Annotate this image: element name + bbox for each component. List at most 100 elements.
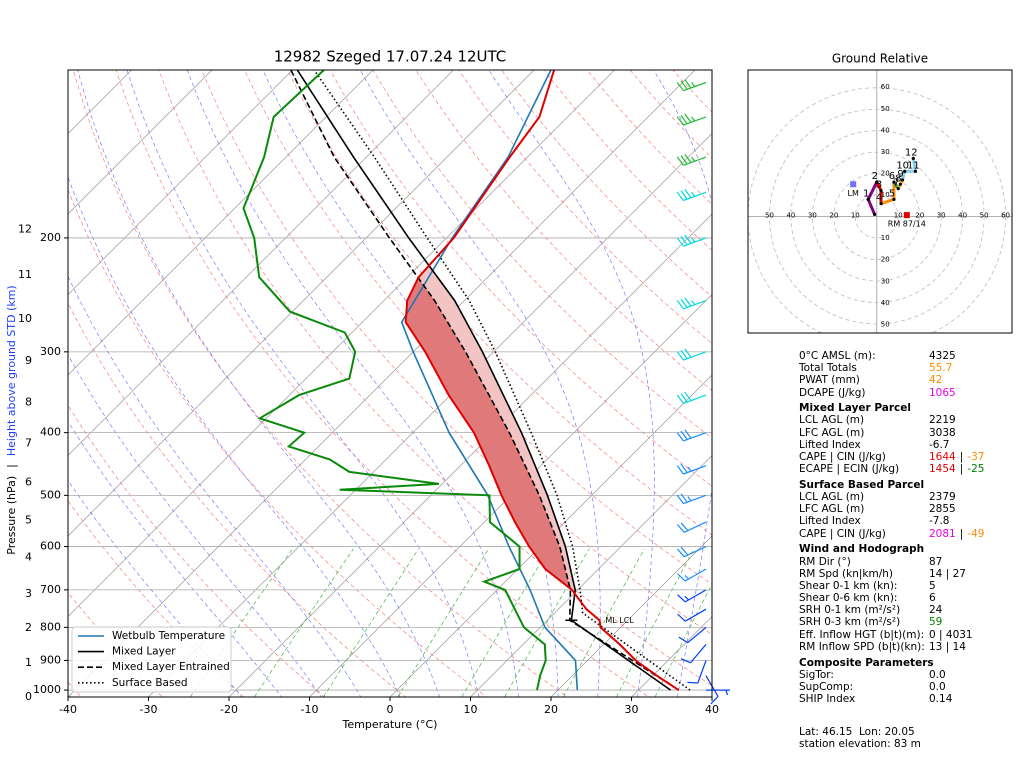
parameter-label: LFC AGL (m) <box>799 426 865 439</box>
parameter-label: SHIP Index <box>799 693 856 706</box>
isotherm <box>68 70 374 376</box>
parameter-value-group: 5 <box>929 580 936 592</box>
hodo-ring-label: 40 <box>786 212 795 220</box>
x-tick-label: 20 <box>544 703 558 716</box>
y-axis-label: Pressure (hPa) | Height above ground STD (… <box>5 285 18 554</box>
dry-adiabat <box>73 70 569 697</box>
parameter-value: -7.8 <box>929 515 950 528</box>
parameter-value: 24 <box>929 604 943 617</box>
parameter-value: 2379 <box>929 491 956 504</box>
wind-barb <box>676 546 707 558</box>
hodo-point <box>879 202 883 206</box>
dry-adiabat <box>68 592 163 697</box>
section-title: Mixed Layer Parcel <box>799 402 911 415</box>
hodo-height-label: 4 <box>876 193 882 204</box>
parameter-value-group: 0.0 <box>929 669 946 681</box>
parameter-value: 2081 <box>929 527 956 540</box>
hodo-ring-label: 50 <box>765 212 774 220</box>
hodo-height-label: 1 <box>863 188 869 199</box>
mixing-ratio-line <box>323 548 419 697</box>
wind-barb <box>676 79 707 92</box>
hodo-ring-label: 10 <box>881 191 890 199</box>
plot-frame <box>67 69 713 698</box>
parameter-value: 0.14 <box>929 693 953 706</box>
parameter-value-group: 2081 | -49 <box>929 528 984 540</box>
parameter-value: | <box>959 463 964 476</box>
hodo-segment <box>911 156 917 173</box>
parameter-label: LCL AGL (m) <box>799 414 865 427</box>
parameter-value-group: 42 <box>929 374 942 386</box>
mixing-ratio-line <box>616 548 695 697</box>
lcl-label: ML LCL <box>605 616 634 625</box>
hodograph: 10 10 10 10 20 20 20 20 30 30 30 30 40 40 40 40 50 50 50 50… <box>748 70 1012 333</box>
parameter-value-group: -7.8 <box>929 515 950 527</box>
parameter-label: ECAPE | ECIN (J/kg) <box>799 463 900 476</box>
hodo-ring <box>833 173 921 260</box>
mixing-ratio-line <box>563 548 645 697</box>
wind-barb <box>676 153 707 166</box>
height-tick-label: 1 <box>25 656 32 669</box>
mixing-ratio-line <box>397 548 489 697</box>
hodo-height-label: 8 <box>895 173 901 184</box>
dry-adiabat <box>158 70 712 686</box>
parameter-value: 42 <box>929 374 943 387</box>
x-axis-label: Temperature (°C) <box>342 718 438 731</box>
isotherm <box>68 70 293 295</box>
parameter-value-group: -6.7 <box>929 439 950 451</box>
parameter-value: | <box>959 527 964 540</box>
moist-adiabat <box>68 275 362 697</box>
wind-barb <box>676 234 707 247</box>
wind-barb <box>680 644 707 664</box>
parameter-row: ECAPE | ECIN (J/kg) 1454 | -25 <box>799 463 1019 475</box>
section-title: Surface Based Parcel <box>799 478 925 491</box>
profile-line <box>296 70 672 691</box>
parameter-label: SRH 0-1 km (m²/s²) <box>799 604 901 617</box>
y-tick-label: 800 <box>40 620 61 633</box>
hodo-height-label: 9 <box>897 169 903 180</box>
hodo-height-label: 5 <box>889 188 895 199</box>
wind-barb <box>677 568 707 582</box>
hodo-point <box>879 189 883 193</box>
parameter-row: SigTor: 0.0 <box>799 669 1019 681</box>
hodo-segment <box>866 197 877 216</box>
parameter-value-group: 13 | 14 <box>929 641 966 653</box>
wind-barb <box>676 521 707 533</box>
wind-barb <box>676 113 707 126</box>
temperature-line <box>404 70 680 691</box>
dewpoint-line <box>242 70 547 691</box>
y2-label: Height above ground STD (km) <box>5 285 18 456</box>
parameter-value-group: 0 | 4031 <box>929 629 973 641</box>
wind-barb <box>676 429 707 442</box>
parameter-label: CAPE | CIN (J/kg) <box>799 527 886 540</box>
height-tick-label: 6 <box>25 476 32 489</box>
x-tick-label: -20 <box>220 703 238 716</box>
height-tick-label: 5 <box>25 514 32 527</box>
hodo-ring-label: 20 <box>881 169 890 177</box>
hodo-ring-label: 30 <box>881 148 890 156</box>
profile-line <box>313 70 691 691</box>
hodo-point <box>873 212 877 217</box>
dry-adiabat <box>68 302 407 697</box>
parameter-value: 1454 <box>929 463 956 476</box>
hodo-point <box>911 156 915 160</box>
y-label: Pressure (hPa) <box>5 476 18 555</box>
parameter-label: RM Dir (°) <box>799 555 851 568</box>
hodo-point <box>892 197 896 201</box>
moist-adiabat <box>77 70 441 697</box>
dry-adiabat <box>68 500 244 697</box>
y-tick-label: 200 <box>40 231 61 244</box>
hodo-ring-label: 50 <box>881 105 890 113</box>
section-title: Composite Parameters <box>799 656 934 669</box>
hodo-ring-label: 20 <box>881 256 890 264</box>
hodo-point <box>898 182 902 186</box>
parameters-panel: 0°C AMSL (m): 4325 Total Totals 55.7 PWAT (m… <box>799 350 1019 705</box>
parameter-value-group: 6 <box>929 592 936 604</box>
moist-adiabat <box>68 354 322 697</box>
parameter-value: 2855 <box>929 503 956 516</box>
y-tick-label: 1000 <box>33 683 61 696</box>
wind-barb <box>706 689 730 696</box>
y-tick-label: 300 <box>40 345 61 358</box>
parameter-label: Shear 0-6 km (kn): <box>799 592 898 605</box>
parameter-label: Eff. Inflow HGT (b|t)(m): <box>799 628 925 641</box>
parameter-label: Total Totals <box>799 362 857 375</box>
